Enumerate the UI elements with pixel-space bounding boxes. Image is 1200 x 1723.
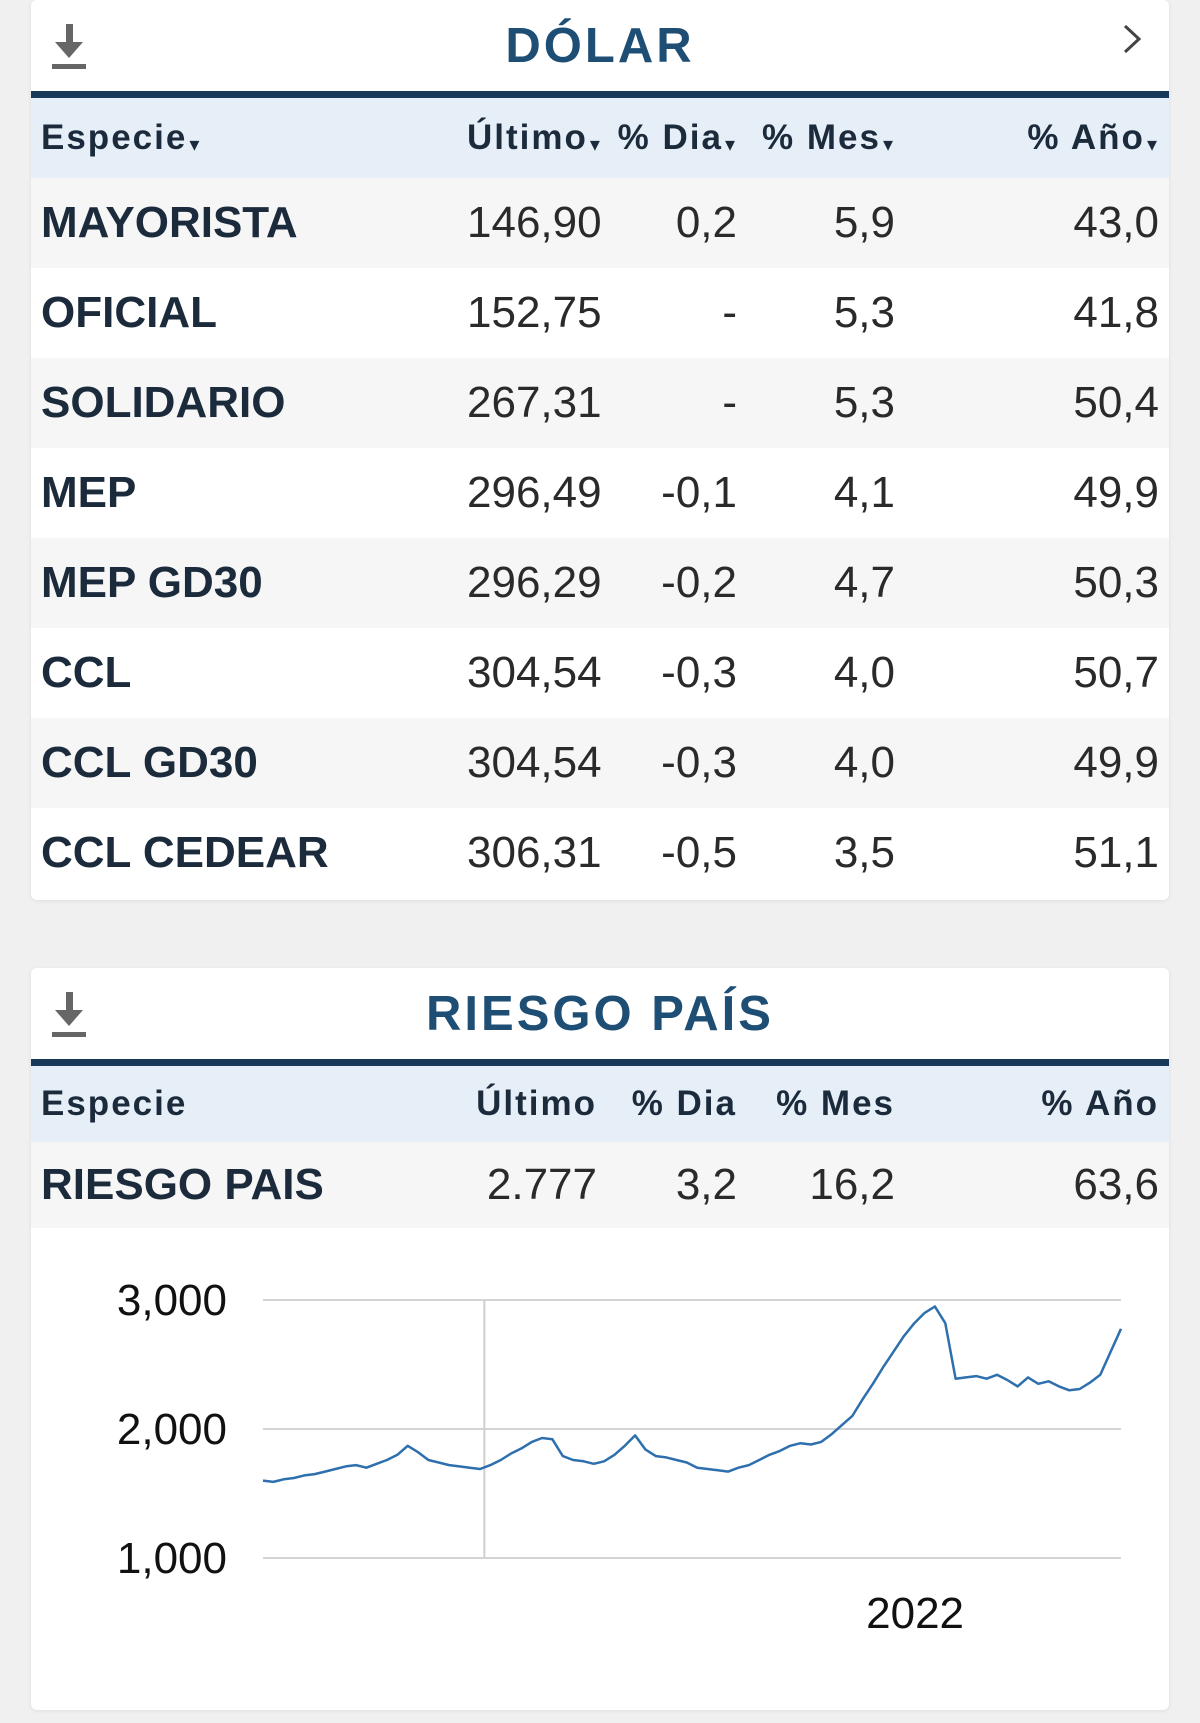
especie-cell[interactable]: SOLIDARIO	[31, 358, 457, 448]
sort-caret-icon: ▾	[1146, 134, 1159, 156]
especie-cell[interactable]: CCL GD30	[31, 718, 457, 808]
table-row[interactable]: MAYORISTA 146,90 0,2 5,9 43,0	[31, 178, 1169, 268]
riesgo-pais-chart-svg: 3,000 2,000 1,000 2022	[117, 1276, 1123, 1638]
dia-cell: 3,2	[607, 1142, 747, 1228]
riesgo-title: RIESGO PAÍS	[426, 987, 774, 1041]
y-tick-label: 3,000	[117, 1276, 227, 1325]
especie-cell[interactable]: MAYORISTA	[31, 178, 457, 268]
especie-cell[interactable]: CCL	[31, 628, 457, 718]
table-row[interactable]: CCL CEDEAR 306,31 -0,5 3,5 51,1	[31, 808, 1169, 898]
riesgo-pais-chart[interactable]: 3,000 2,000 1,000 2022	[31, 1238, 1169, 1708]
especie-cell[interactable]: OFICIAL	[31, 268, 457, 358]
dolar-title: DÓLAR	[505, 19, 695, 73]
dolar-header: DÓLAR	[31, 0, 1169, 98]
dia-cell: -0,5	[607, 808, 747, 898]
column-header-ultimo[interactable]: Último ▾	[457, 98, 607, 178]
especie-cell[interactable]: MEP	[31, 448, 457, 538]
riesgo-table: Especie Último % Dia % Mes % Año RIESGO …	[31, 1066, 1169, 1228]
anio-cell: 41,8	[905, 268, 1169, 358]
mes-cell: 5,9	[747, 178, 905, 268]
sort-caret-icon: ▾	[724, 134, 737, 156]
riesgo-pais-card: RIESGO PAÍS Especie Último % Dia % Mes %…	[31, 968, 1169, 1710]
download-icon[interactable]	[49, 24, 89, 72]
dia-cell: -	[607, 358, 747, 448]
table-row[interactable]: CCL 304,54 -0,3 4,0 50,7	[31, 628, 1169, 718]
ultimo-cell: 146,90	[457, 178, 607, 268]
anio-cell: 50,3	[905, 538, 1169, 628]
anio-cell: 49,9	[905, 718, 1169, 808]
dolar-table: Especie ▾ Último ▾ % Dia ▾ % Mes ▾ % Año ▾ MA…	[31, 98, 1169, 898]
column-header-mes: % Mes	[747, 1066, 905, 1142]
ultimo-cell: 296,49	[457, 448, 607, 538]
dia-cell: -0,1	[607, 448, 747, 538]
table-row[interactable]: MEP GD30 296,29 -0,2 4,7 50,3	[31, 538, 1169, 628]
sort-caret-icon: ▾	[589, 134, 602, 156]
x-tick-label: 2022	[866, 1589, 964, 1638]
mes-cell: 4,0	[747, 628, 905, 718]
table-header-row: Especie Último % Dia % Mes % Año	[31, 1066, 1169, 1142]
dia-cell: -0,3	[607, 718, 747, 808]
download-icon[interactable]	[49, 992, 89, 1040]
mes-cell: 4,1	[747, 448, 905, 538]
mes-cell: 4,0	[747, 718, 905, 808]
especie-cell[interactable]: RIESGO PAIS	[31, 1142, 457, 1228]
ultimo-cell: 152,75	[457, 268, 607, 358]
table-header-row: Especie ▾ Último ▾ % Dia ▾ % Mes ▾ % Año ▾	[31, 98, 1169, 178]
ultimo-cell: 304,54	[457, 628, 607, 718]
riesgo-header: RIESGO PAÍS	[31, 968, 1169, 1066]
especie-cell[interactable]: MEP GD30	[31, 538, 457, 628]
column-header-dia: % Dia	[607, 1066, 747, 1142]
anio-cell: 50,4	[905, 358, 1169, 448]
table-row[interactable]: RIESGO PAIS 2.777 3,2 16,2 63,6	[31, 1142, 1169, 1228]
dia-cell: -	[607, 268, 747, 358]
sort-caret-icon: ▾	[189, 134, 202, 156]
column-header-anio[interactable]: % Año ▾	[905, 98, 1169, 178]
anio-cell: 51,1	[905, 808, 1169, 898]
anio-cell: 43,0	[905, 178, 1169, 268]
column-header-especie: Especie	[31, 1066, 457, 1142]
mes-cell: 5,3	[747, 268, 905, 358]
chevron-right-icon[interactable]	[1121, 22, 1143, 56]
anio-cell: 50,7	[905, 628, 1169, 718]
dolar-card: DÓLAR Especie ▾ Último ▾ % Dia ▾ % Mes ▾ % A…	[31, 0, 1169, 900]
mes-cell: 16,2	[747, 1142, 905, 1228]
table-row[interactable]: CCL GD30 304,54 -0,3 4,0 49,9	[31, 718, 1169, 808]
column-header-anio: % Año	[905, 1066, 1169, 1142]
y-tick-label: 2,000	[117, 1405, 227, 1454]
column-header-mes[interactable]: % Mes ▾	[747, 98, 905, 178]
dia-cell: -0,3	[607, 628, 747, 718]
column-header-ultimo: Último	[457, 1066, 607, 1142]
ultimo-cell: 296,29	[457, 538, 607, 628]
ultimo-cell: 304,54	[457, 718, 607, 808]
column-header-especie[interactable]: Especie ▾	[31, 98, 457, 178]
dia-cell: -0,2	[607, 538, 747, 628]
ultimo-cell: 2.777	[457, 1142, 607, 1228]
sort-caret-icon: ▾	[882, 134, 895, 156]
mes-cell: 3,5	[747, 808, 905, 898]
series-line	[262, 1305, 1123, 1484]
mes-cell: 5,3	[747, 358, 905, 448]
especie-cell[interactable]: CCL CEDEAR	[31, 808, 457, 898]
table-row[interactable]: SOLIDARIO 267,31 - 5,3 50,4	[31, 358, 1169, 448]
ultimo-cell: 267,31	[457, 358, 607, 448]
ultimo-cell: 306,31	[457, 808, 607, 898]
y-tick-label: 1,000	[117, 1534, 227, 1583]
table-row[interactable]: OFICIAL 152,75 - 5,3 41,8	[31, 268, 1169, 358]
anio-cell: 49,9	[905, 448, 1169, 538]
table-row[interactable]: MEP 296,49 -0,1 4,1 49,9	[31, 448, 1169, 538]
dia-cell: 0,2	[607, 178, 747, 268]
mes-cell: 4,7	[747, 538, 905, 628]
anio-cell: 63,6	[905, 1142, 1169, 1228]
column-header-dia[interactable]: % Dia ▾	[607, 98, 747, 178]
